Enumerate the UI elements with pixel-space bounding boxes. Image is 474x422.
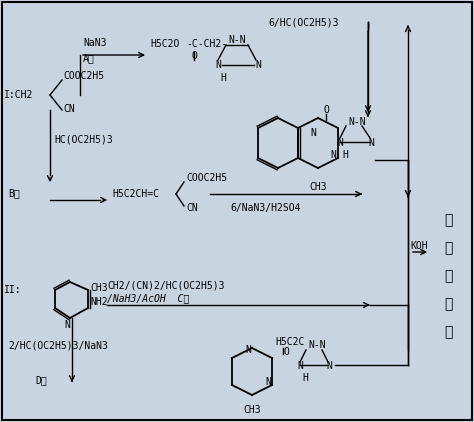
Text: NaN3: NaN3 (83, 38, 107, 48)
Text: CH3: CH3 (309, 182, 327, 192)
Text: II:: II: (4, 285, 22, 295)
Text: 6/NaN3/H2SO4: 6/NaN3/H2SO4 (230, 203, 301, 213)
Text: D法: D法 (35, 375, 47, 385)
Text: O: O (323, 105, 329, 115)
Text: N: N (310, 128, 316, 138)
Text: N: N (297, 361, 303, 371)
Text: KOH: KOH (410, 241, 428, 251)
Text: N: N (337, 138, 343, 148)
Text: A法: A法 (83, 53, 95, 63)
Text: CH2/(CN)2/HC(OC2H5)3: CH2/(CN)2/HC(OC2H5)3 (107, 281, 225, 291)
Text: N: N (255, 60, 261, 70)
Text: COOC2H5: COOC2H5 (63, 71, 104, 81)
Text: N: N (330, 150, 336, 160)
Text: 2/HC(OC2H5)3/NaN3: 2/HC(OC2H5)3/NaN3 (8, 340, 108, 350)
Text: N: N (368, 138, 374, 148)
Text: O: O (192, 51, 198, 61)
Text: N: N (326, 361, 332, 371)
Text: N: N (215, 60, 221, 70)
Text: CN: CN (186, 203, 198, 213)
Text: 特: 特 (444, 297, 452, 311)
Text: H5C2O: H5C2O (150, 39, 179, 49)
Text: N-N: N-N (348, 117, 365, 127)
Text: CH3: CH3 (90, 283, 108, 293)
Text: N: N (64, 320, 70, 330)
Text: CH3: CH3 (243, 405, 261, 415)
Text: I:CH2: I:CH2 (4, 90, 33, 100)
Text: /NaH3/AcOH  C法: /NaH3/AcOH C法 (107, 293, 189, 303)
Text: O: O (284, 347, 290, 357)
Text: -C-CH2-: -C-CH2- (186, 39, 227, 49)
Text: N: N (245, 345, 251, 355)
Text: NH2: NH2 (90, 297, 108, 307)
Text: H: H (342, 150, 348, 160)
Text: H: H (302, 373, 308, 383)
Text: 司: 司 (444, 269, 452, 283)
Text: N-N: N-N (228, 35, 246, 45)
Text: CN: CN (63, 104, 75, 114)
Text: 嘧: 嘧 (444, 241, 452, 255)
Text: 6/HC(OC2H5)3: 6/HC(OC2H5)3 (268, 17, 338, 27)
Text: B法: B法 (8, 188, 20, 198)
Text: N: N (265, 377, 271, 387)
Text: N-N: N-N (308, 340, 326, 350)
Text: COOC2H5: COOC2H5 (186, 173, 227, 183)
Text: 吡: 吡 (444, 213, 452, 227)
Text: 钾: 钾 (444, 325, 452, 339)
Text: H5C2C: H5C2C (275, 337, 304, 347)
Text: HC(OC2H5)3: HC(OC2H5)3 (54, 135, 113, 145)
Text: H5C2CH=C: H5C2CH=C (112, 189, 159, 199)
Text: H: H (220, 73, 226, 83)
